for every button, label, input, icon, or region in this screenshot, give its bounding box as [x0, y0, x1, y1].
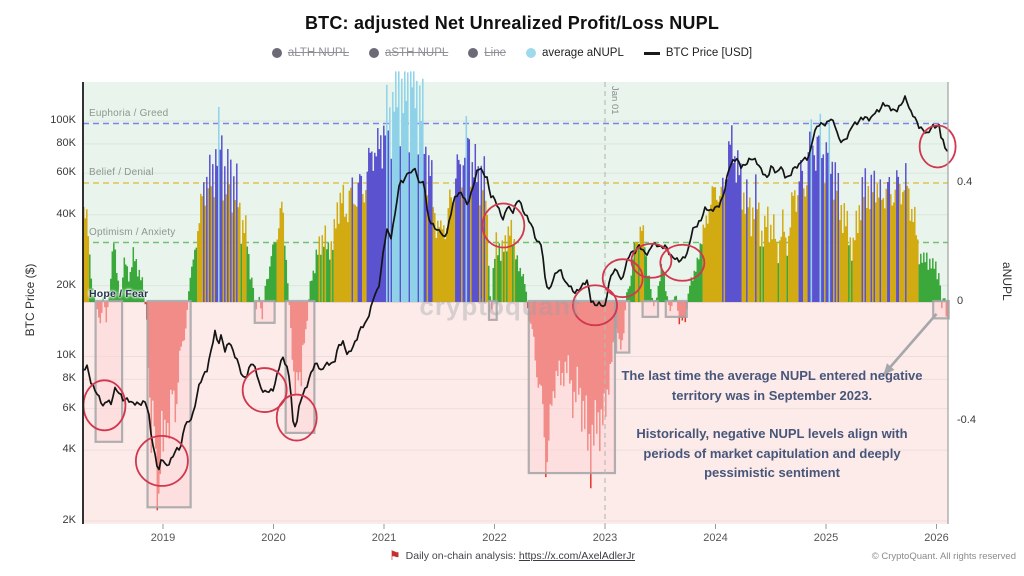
- right-axis-tick--0.4: -0.4: [957, 414, 976, 426]
- annotation-line-2: Historically, negative NUPL levels align…: [636, 426, 908, 480]
- footer: ⚑ Daily on-chain analysis: https://x.com/…: [0, 548, 1024, 564]
- y-axis-tick-6K: 6K: [62, 401, 76, 414]
- y-axis-tick-8K: 8K: [62, 372, 76, 385]
- zone-label: Optimism / Anxiety: [89, 226, 176, 238]
- y-axis-tick-40K: 40K: [56, 207, 76, 220]
- x-axis-tick-2021: 2021: [371, 532, 397, 544]
- legend-item-label: aSTH NUPL: [385, 47, 449, 59]
- flag-icon: ⚑: [389, 548, 401, 563]
- legend-dot-icon: [369, 48, 379, 58]
- legend-item-label: BTC Price [USD]: [665, 47, 753, 59]
- y-axis-tick-60K: 60K: [56, 166, 76, 179]
- legend-item-alth-nupl[interactable]: aLTH NUPL: [271, 47, 349, 59]
- zone-label: Belief / Denial: [89, 167, 154, 178]
- x-axis-tick-2025: 2025: [813, 532, 839, 544]
- legend-item-label: average aNUPL: [542, 47, 624, 59]
- y-axis-tick-20K: 20K: [56, 278, 76, 291]
- x-axis-tick-2024: 2024: [703, 532, 728, 544]
- annotation-note: The last time the average NUPL entered n…: [613, 366, 931, 483]
- right-axis-title: aNUPL: [1000, 262, 1014, 301]
- x-axis-tick-2019: 2019: [150, 532, 176, 544]
- right-axis-tick-0: 0: [957, 295, 964, 307]
- annotation-line-1: The last time the average NUPL entered n…: [621, 368, 923, 403]
- legend-item-line[interactable]: Line: [468, 47, 506, 59]
- copyright: © CryptoQuant. All rights reserved: [871, 551, 1016, 562]
- legend: aLTH NUPL aSTH NUPL Line average aNUPL BTC P…: [0, 47, 1024, 59]
- zone-label: Euphoria / Greed: [89, 107, 169, 119]
- legend-item-label: aLTH NUPL: [287, 47, 349, 59]
- legend-dot-icon: [468, 48, 479, 58]
- legend-dot-icon: [526, 48, 537, 58]
- x-axis-tick-2023: 2023: [592, 532, 618, 544]
- legend-dot-icon: [271, 48, 282, 58]
- legend-item-average-anupl[interactable]: average aNUPL: [526, 47, 624, 59]
- left-axis-title: BTC Price ($): [23, 263, 37, 337]
- footer-link[interactable]: https://x.com/AxelAdlerJr: [518, 550, 635, 562]
- y-axis-tick-10K: 10K: [56, 349, 76, 362]
- legend-line-icon: [643, 51, 660, 55]
- y-axis-tick-80K: 80K: [56, 136, 76, 149]
- marker-label: Jan 01: [609, 86, 620, 115]
- x-axis-tick-2026: 2026: [924, 532, 949, 544]
- x-axis-tick-2020: 2020: [261, 532, 286, 544]
- x-axis-tick-2022: 2022: [482, 532, 507, 544]
- legend-item-asth-nupl[interactable]: aSTH NUPL: [369, 47, 448, 59]
- legend-item-label: Line: [484, 47, 507, 59]
- y-axis-tick-2K: 2K: [62, 514, 76, 526]
- right-axis-tick-0.4: 0.4: [957, 176, 973, 188]
- y-axis-tick-100K: 100K: [50, 114, 76, 127]
- watermark: cryptoquant: [419, 291, 581, 321]
- zone-label-hope-fear: Hope / Fear: [89, 288, 149, 300]
- page-title: BTC: adjusted Net Unrealized Profit/Loss…: [304, 13, 720, 33]
- y-axis-tick-4K: 4K: [62, 443, 76, 456]
- footer-text: Daily on-chain analysis:: [405, 550, 519, 562]
- legend-item-btc-price-usd-[interactable]: BTC Price [USD]: [643, 47, 753, 59]
